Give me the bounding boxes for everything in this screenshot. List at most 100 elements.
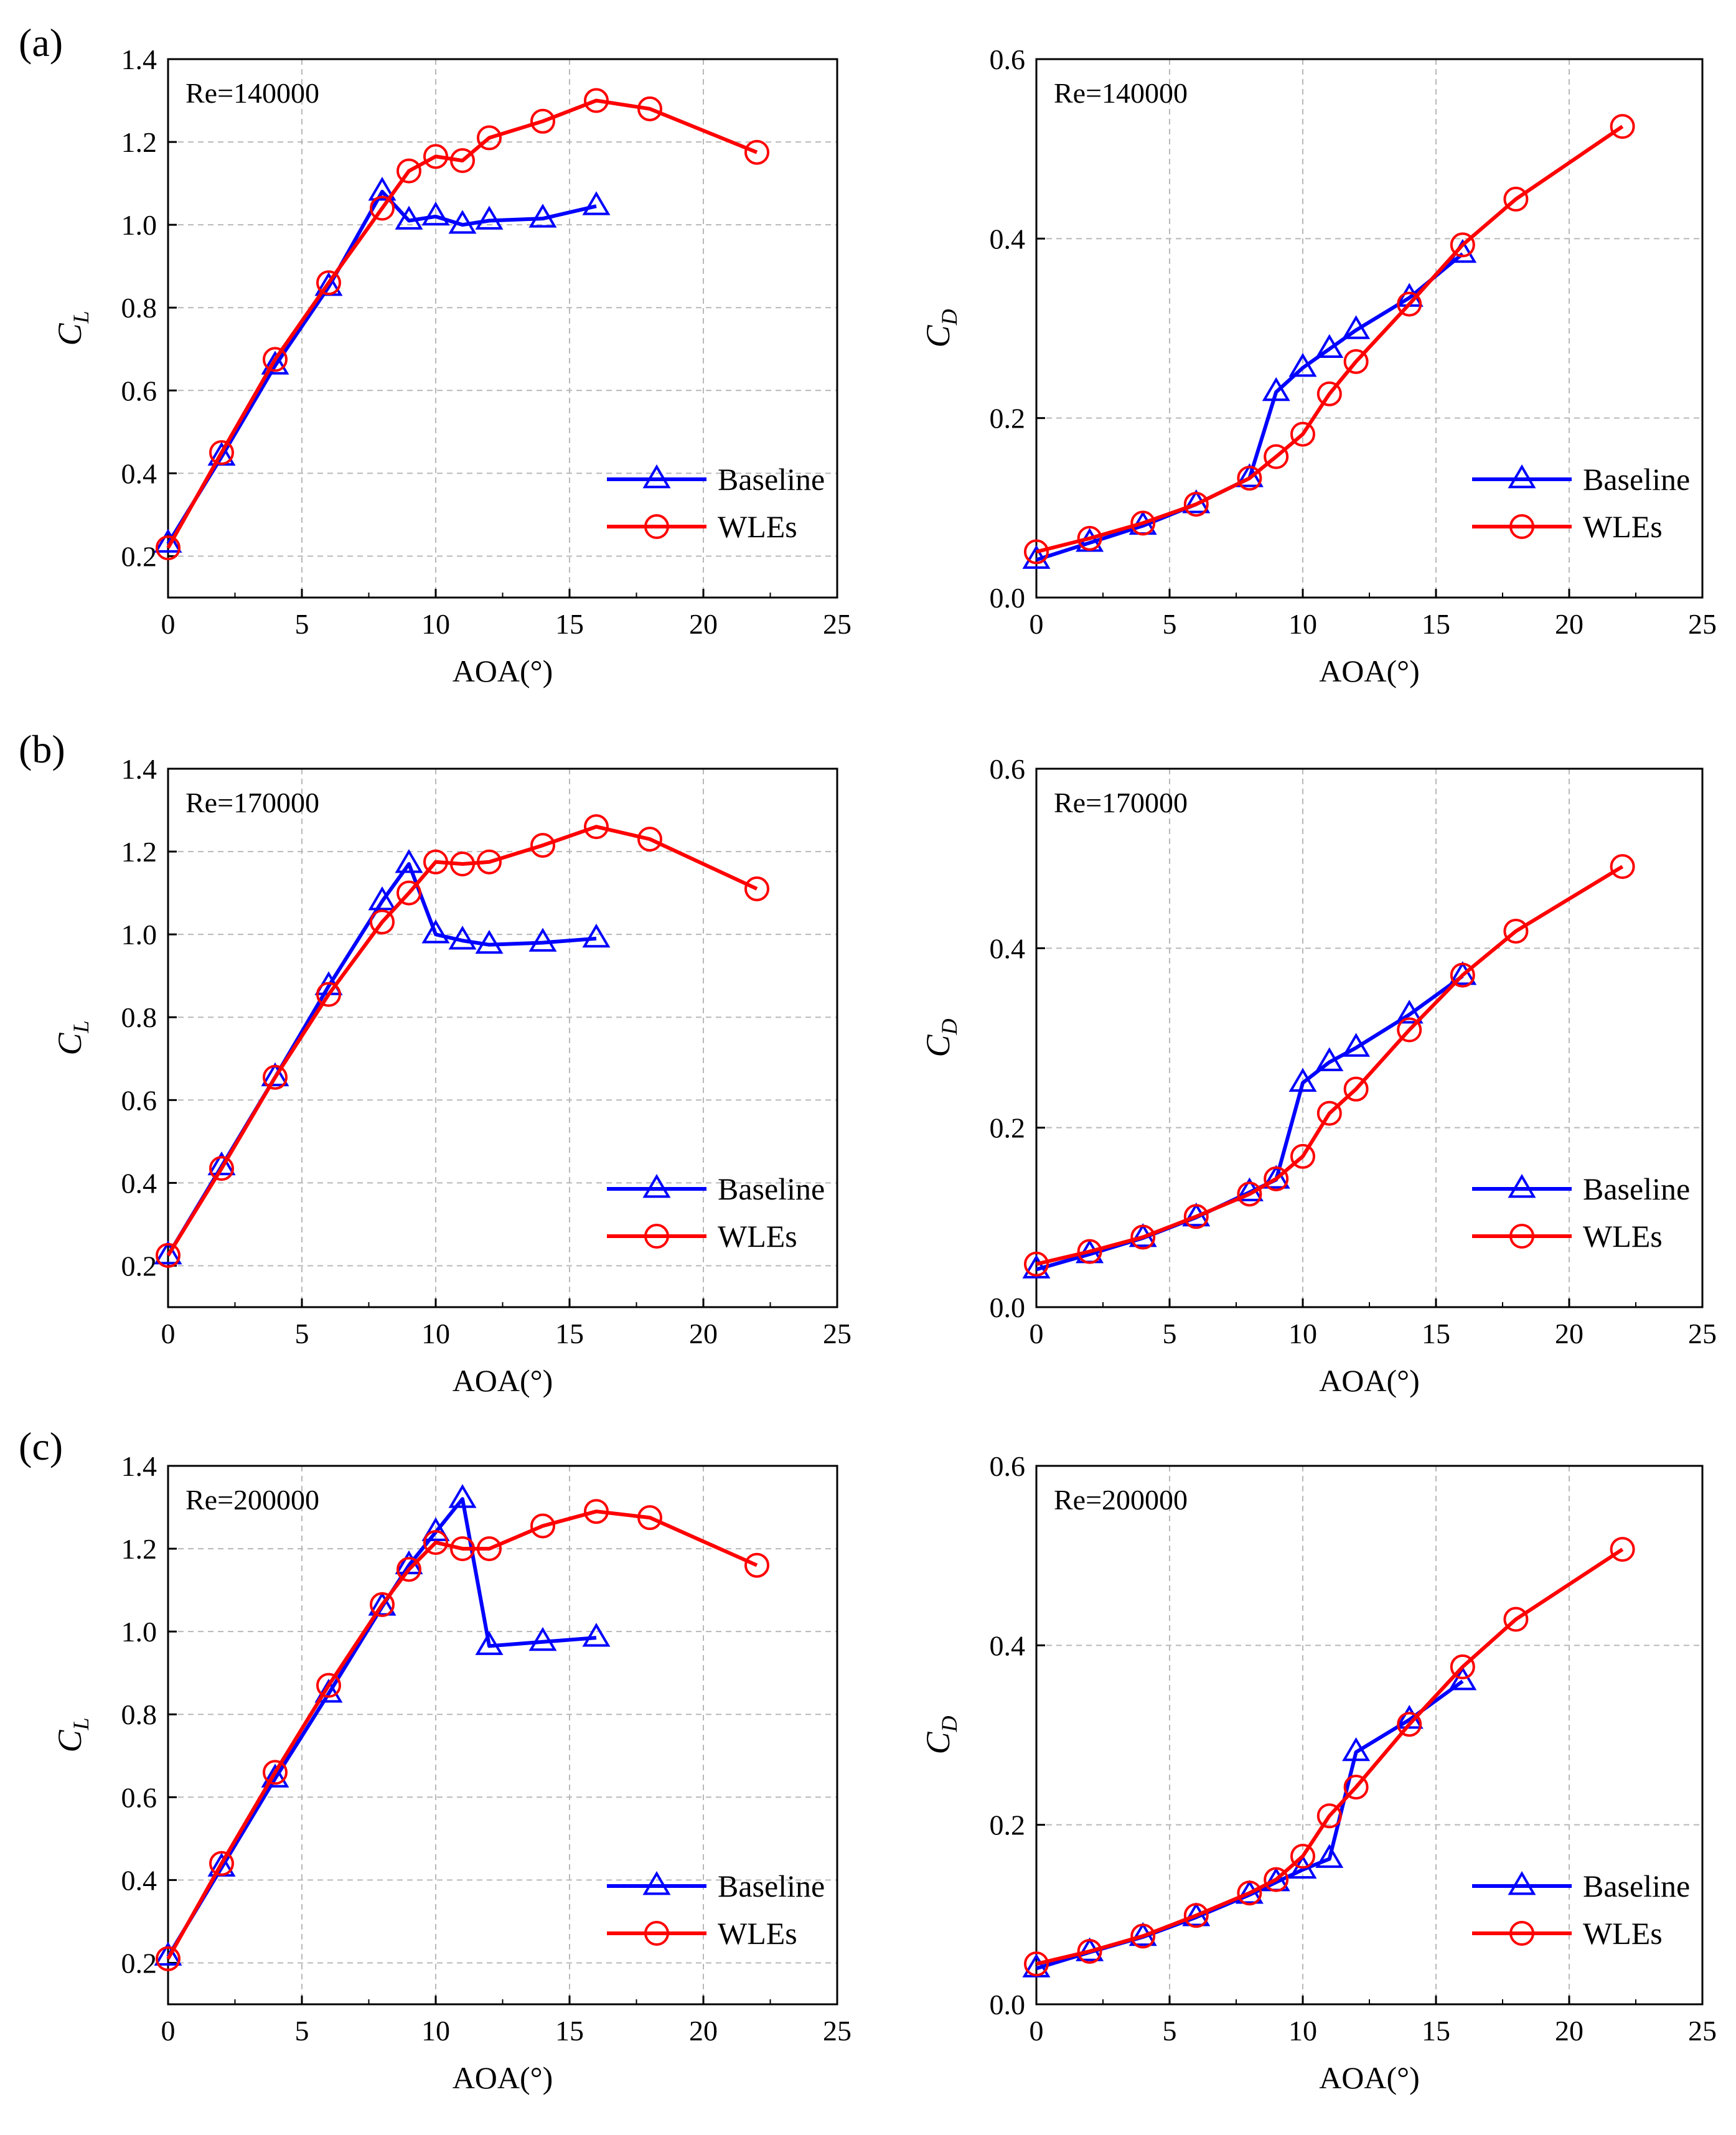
reynolds-annotation: Re=200000 — [1054, 1484, 1188, 1516]
chart-0: 0 5 10 15 20 25 0.2 0.4 0.6 0.8 1.0 1.2 1.4 AOA(°) CL R… — [51, 44, 852, 688]
data-point — [154, 1240, 182, 1265]
legend: Baseline WLEs — [1472, 462, 1690, 544]
y-tick-label: 0.0 — [990, 1989, 1026, 2020]
y-tick-label: 0.2 — [121, 1947, 157, 1979]
reynolds-annotation: Re=200000 — [185, 1484, 319, 1516]
x-tick-label: 0 — [161, 608, 176, 640]
data-point — [1448, 961, 1477, 985]
x-axis-title: AOA(°) — [1319, 654, 1420, 688]
y-tick-label: 0.6 — [990, 44, 1026, 75]
x-tick-label: 20 — [1555, 1318, 1584, 1349]
y-tick-label: 0.0 — [990, 582, 1026, 614]
data-point — [1315, 1047, 1344, 1071]
plot-area — [168, 1466, 837, 2004]
legend-label: WLEs — [718, 509, 797, 544]
data-point — [1264, 1166, 1289, 1191]
data-point — [475, 1631, 504, 1655]
series-line — [1036, 252, 1464, 562]
series-wles — [156, 814, 769, 1268]
data-point — [1130, 1923, 1156, 1949]
data-point — [1610, 1537, 1635, 1562]
data-point — [396, 1557, 421, 1582]
data-point — [528, 204, 557, 228]
y-tick-label: 1.4 — [121, 44, 157, 75]
plot-frame — [167, 1465, 838, 2006]
data-point — [421, 919, 450, 944]
x-tick-label: 20 — [689, 1318, 718, 1349]
data-point — [261, 1763, 289, 1788]
data-point — [314, 1679, 343, 1703]
plot-area — [1036, 1466, 1702, 2004]
data-point — [582, 1623, 611, 1647]
data-point — [1024, 1251, 1049, 1277]
data-point — [1077, 525, 1102, 551]
y-axis-title-subscript: D — [937, 1715, 962, 1732]
data-point — [1288, 1068, 1317, 1092]
y-tick-label: 0.6 — [990, 1450, 1026, 1482]
data-point — [1316, 381, 1342, 406]
data-point — [1264, 1867, 1289, 1892]
y-tick-label: 0.2 — [121, 1250, 157, 1282]
x-tick-label: 10 — [1288, 1318, 1317, 1349]
data-point — [530, 108, 555, 134]
legend-marker — [642, 1871, 671, 1895]
series-wles — [1024, 1537, 1635, 1977]
data-point — [475, 205, 504, 230]
x-tick-label: 15 — [1422, 608, 1450, 640]
data-point — [584, 88, 609, 113]
legend-label: WLEs — [718, 1916, 797, 1951]
data-point — [528, 1626, 557, 1651]
legend: Baseline WLEs — [1472, 1869, 1690, 1951]
x-tick-label: 20 — [1555, 2015, 1584, 2047]
y-tick-label: 0.4 — [121, 1167, 157, 1199]
y-axis-title-subscript: D — [937, 309, 962, 326]
data-point — [637, 827, 662, 852]
reynolds-annotation: Re=140000 — [1054, 77, 1188, 109]
legend-marker — [644, 514, 669, 539]
x-tick-label: 25 — [823, 1318, 852, 1349]
y-tick-label: 1.2 — [121, 1533, 157, 1565]
data-point — [1237, 466, 1262, 491]
x-tick-label: 0 — [1030, 1318, 1044, 1349]
y-tick-label: 0.2 — [121, 540, 157, 572]
data-point — [370, 195, 395, 221]
data-point — [744, 139, 769, 165]
data-point — [1290, 421, 1315, 447]
data-point — [1450, 1654, 1475, 1679]
y-axis-title: CD — [919, 1018, 962, 1057]
data-point — [1342, 315, 1371, 339]
data-point — [316, 1673, 341, 1698]
y-tick-label: 0.2 — [990, 1809, 1026, 1841]
legend-label: Baseline — [1583, 1171, 1690, 1206]
data-point — [1342, 1033, 1371, 1057]
chart-3: 0 5 10 15 20 25 0.0 0.2 0.4 0.6 AOA(°) CD Re=170000 B… — [919, 753, 1717, 1398]
x-tick-label: 15 — [1422, 2015, 1450, 2047]
data-point — [1022, 545, 1051, 569]
legend-marker — [1509, 1224, 1534, 1249]
x-tick-label: 0 — [1030, 2015, 1044, 2047]
data-point — [263, 1760, 288, 1785]
legend: Baseline WLEs — [607, 1869, 825, 1951]
data-point — [1077, 1239, 1102, 1264]
y-axis-title: CL — [51, 1020, 93, 1055]
data-point — [156, 1946, 181, 1971]
y-tick-label: 0.8 — [121, 1699, 157, 1730]
chart-5: 0 5 10 15 20 25 0.0 0.2 0.4 0.6 AOA(°) CD Re=200000 B… — [919, 1450, 1717, 2095]
legend-label: WLEs — [718, 1219, 797, 1254]
data-point — [1450, 232, 1475, 258]
y-axis-title: CD — [919, 1715, 962, 1754]
legend: Baseline WLEs — [607, 462, 825, 544]
reynolds-annotation: Re=170000 — [185, 787, 319, 819]
y-tick-label: 0.6 — [121, 1084, 157, 1116]
data-point — [423, 144, 448, 169]
series-line — [1036, 124, 1624, 554]
legend: Baseline WLEs — [607, 1171, 825, 1254]
legend-label: Baseline — [1583, 1869, 1690, 1903]
x-tick-label: 10 — [421, 1318, 450, 1349]
legend-label: Baseline — [718, 1171, 825, 1206]
y-tick-label: 1.0 — [121, 209, 157, 241]
reynolds-annotation: Re=170000 — [1054, 787, 1188, 819]
x-tick-label: 20 — [689, 608, 718, 640]
x-tick-label: 20 — [1555, 608, 1584, 640]
y-tick-label: 0.4 — [990, 932, 1026, 964]
